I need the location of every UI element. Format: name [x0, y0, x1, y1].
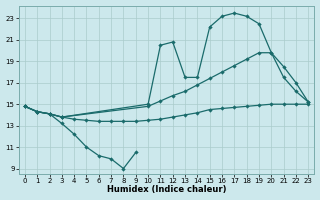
X-axis label: Humidex (Indice chaleur): Humidex (Indice chaleur) [107, 185, 226, 194]
